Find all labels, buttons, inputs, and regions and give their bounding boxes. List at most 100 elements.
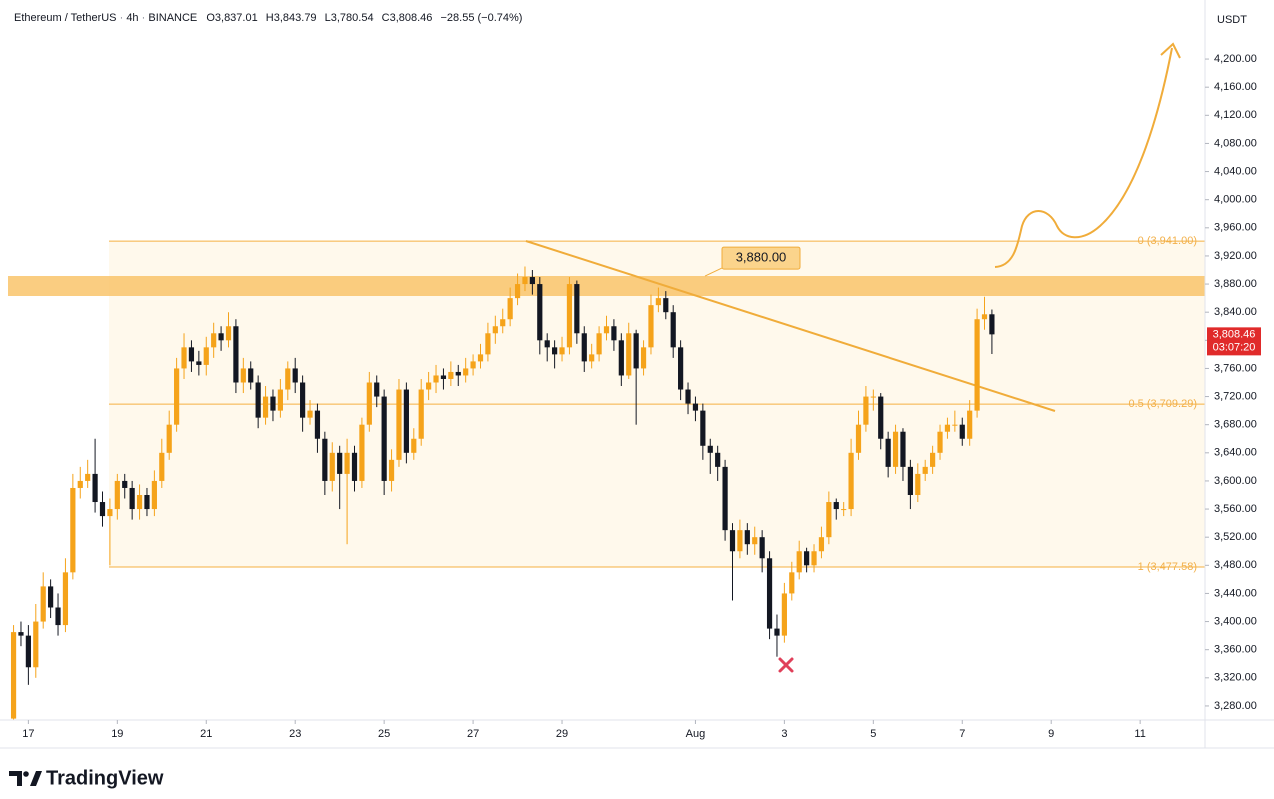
candle-body — [915, 473, 921, 495]
candle-body — [240, 368, 246, 383]
candle-body — [351, 452, 358, 481]
y-tick-label: 3,720.00 — [1214, 390, 1257, 402]
candle-body — [262, 396, 269, 418]
y-tick-label: 4,040.00 — [1214, 165, 1257, 177]
candle-body — [737, 530, 743, 552]
candle-body — [722, 466, 728, 531]
candle-body — [33, 621, 39, 668]
candle-body — [426, 382, 432, 390]
candle-body — [848, 452, 854, 510]
candle-body — [455, 371, 461, 376]
x-tick-label: 7 — [959, 728, 965, 740]
candle-body — [292, 368, 298, 383]
candle-body — [181, 347, 187, 369]
candle-body — [107, 509, 113, 517]
candle-body — [322, 438, 328, 481]
candle-body — [811, 551, 817, 566]
l-value: 3,780.54 — [331, 12, 374, 24]
candle-body — [589, 354, 595, 362]
candle-body — [633, 333, 639, 369]
candle-body — [166, 424, 172, 453]
candle-body — [270, 396, 276, 411]
candle-body — [618, 340, 624, 376]
candle-body — [841, 509, 847, 511]
candle-body — [907, 466, 913, 495]
candle-body — [70, 487, 76, 573]
candle-body — [396, 389, 402, 460]
candle-body — [492, 326, 498, 334]
candle-body — [337, 452, 343, 474]
x-tick-label: 23 — [289, 728, 301, 740]
interval: 4h — [126, 12, 138, 24]
callout-box — [721, 246, 801, 270]
candle-body — [529, 277, 535, 285]
candle-body — [381, 396, 387, 481]
last-price-label: 3,808.46 — [1213, 328, 1256, 340]
candle-body — [448, 371, 454, 379]
candle-body — [366, 382, 372, 425]
candle-body — [818, 537, 825, 552]
candle-body — [944, 424, 951, 432]
y-tick-label: 3,640.00 — [1214, 447, 1257, 459]
candle-body — [574, 284, 580, 334]
candle-body — [774, 628, 780, 636]
x-tick-label: 3 — [781, 728, 787, 740]
x-tick-label: 11 — [1134, 728, 1145, 740]
candle-body — [129, 487, 135, 510]
candles — [10, 266, 995, 720]
y-tick-label: 3,600.00 — [1214, 475, 1257, 487]
candle-body — [640, 347, 647, 369]
y-tick-label: 4,160.00 — [1214, 81, 1257, 93]
candle-body — [418, 389, 424, 439]
y-tick-label: 3,280.00 — [1214, 700, 1257, 712]
candle-body — [114, 480, 120, 510]
candle-body — [892, 431, 899, 467]
y-tick-label: 3,400.00 — [1214, 615, 1257, 627]
candle-body — [626, 333, 632, 376]
candle-body — [440, 375, 447, 379]
candle-body — [655, 298, 661, 306]
candle-body — [648, 305, 654, 348]
candle-body — [789, 572, 795, 594]
candle-body — [559, 347, 565, 355]
candle-body — [329, 452, 335, 481]
l-label: L — [325, 12, 331, 24]
candle-body — [514, 284, 521, 299]
candle-body — [685, 389, 691, 404]
y-tick-label: 3,880.00 — [1214, 278, 1257, 290]
candle-body — [203, 347, 209, 365]
candle-body — [922, 466, 928, 474]
candle-body — [285, 368, 291, 390]
candle-body — [388, 459, 395, 481]
candle-body — [233, 326, 239, 383]
x-tick-label: Aug — [686, 728, 706, 740]
candle-body — [989, 314, 995, 335]
h-label: H — [266, 12, 274, 24]
candle-body — [826, 502, 832, 538]
candle-body — [981, 314, 988, 320]
candle-body — [603, 326, 610, 334]
candle-body — [707, 445, 713, 453]
candle-body — [781, 593, 787, 636]
candle-body — [796, 551, 802, 573]
candle-body — [277, 389, 283, 411]
candle-body — [99, 502, 106, 517]
y-tick-label: 3,960.00 — [1214, 222, 1257, 234]
candle-body — [403, 389, 409, 453]
arrow-head — [1160, 42, 1181, 59]
candle-body — [25, 635, 31, 668]
candle-body — [522, 277, 528, 285]
change: −28.55 (−0.74%) — [440, 12, 522, 24]
candle-body — [833, 502, 839, 510]
last-price-box — [1207, 327, 1261, 356]
candle-body — [359, 424, 365, 481]
candle-body — [255, 382, 261, 418]
callout-connector — [704, 266, 725, 277]
candle-body — [477, 354, 484, 362]
candle-body — [885, 438, 891, 467]
candle-body — [144, 495, 150, 510]
candle-body — [700, 410, 706, 446]
candle-body — [48, 586, 54, 608]
x-tick-label: 27 — [467, 728, 479, 740]
candle-body — [967, 410, 973, 439]
